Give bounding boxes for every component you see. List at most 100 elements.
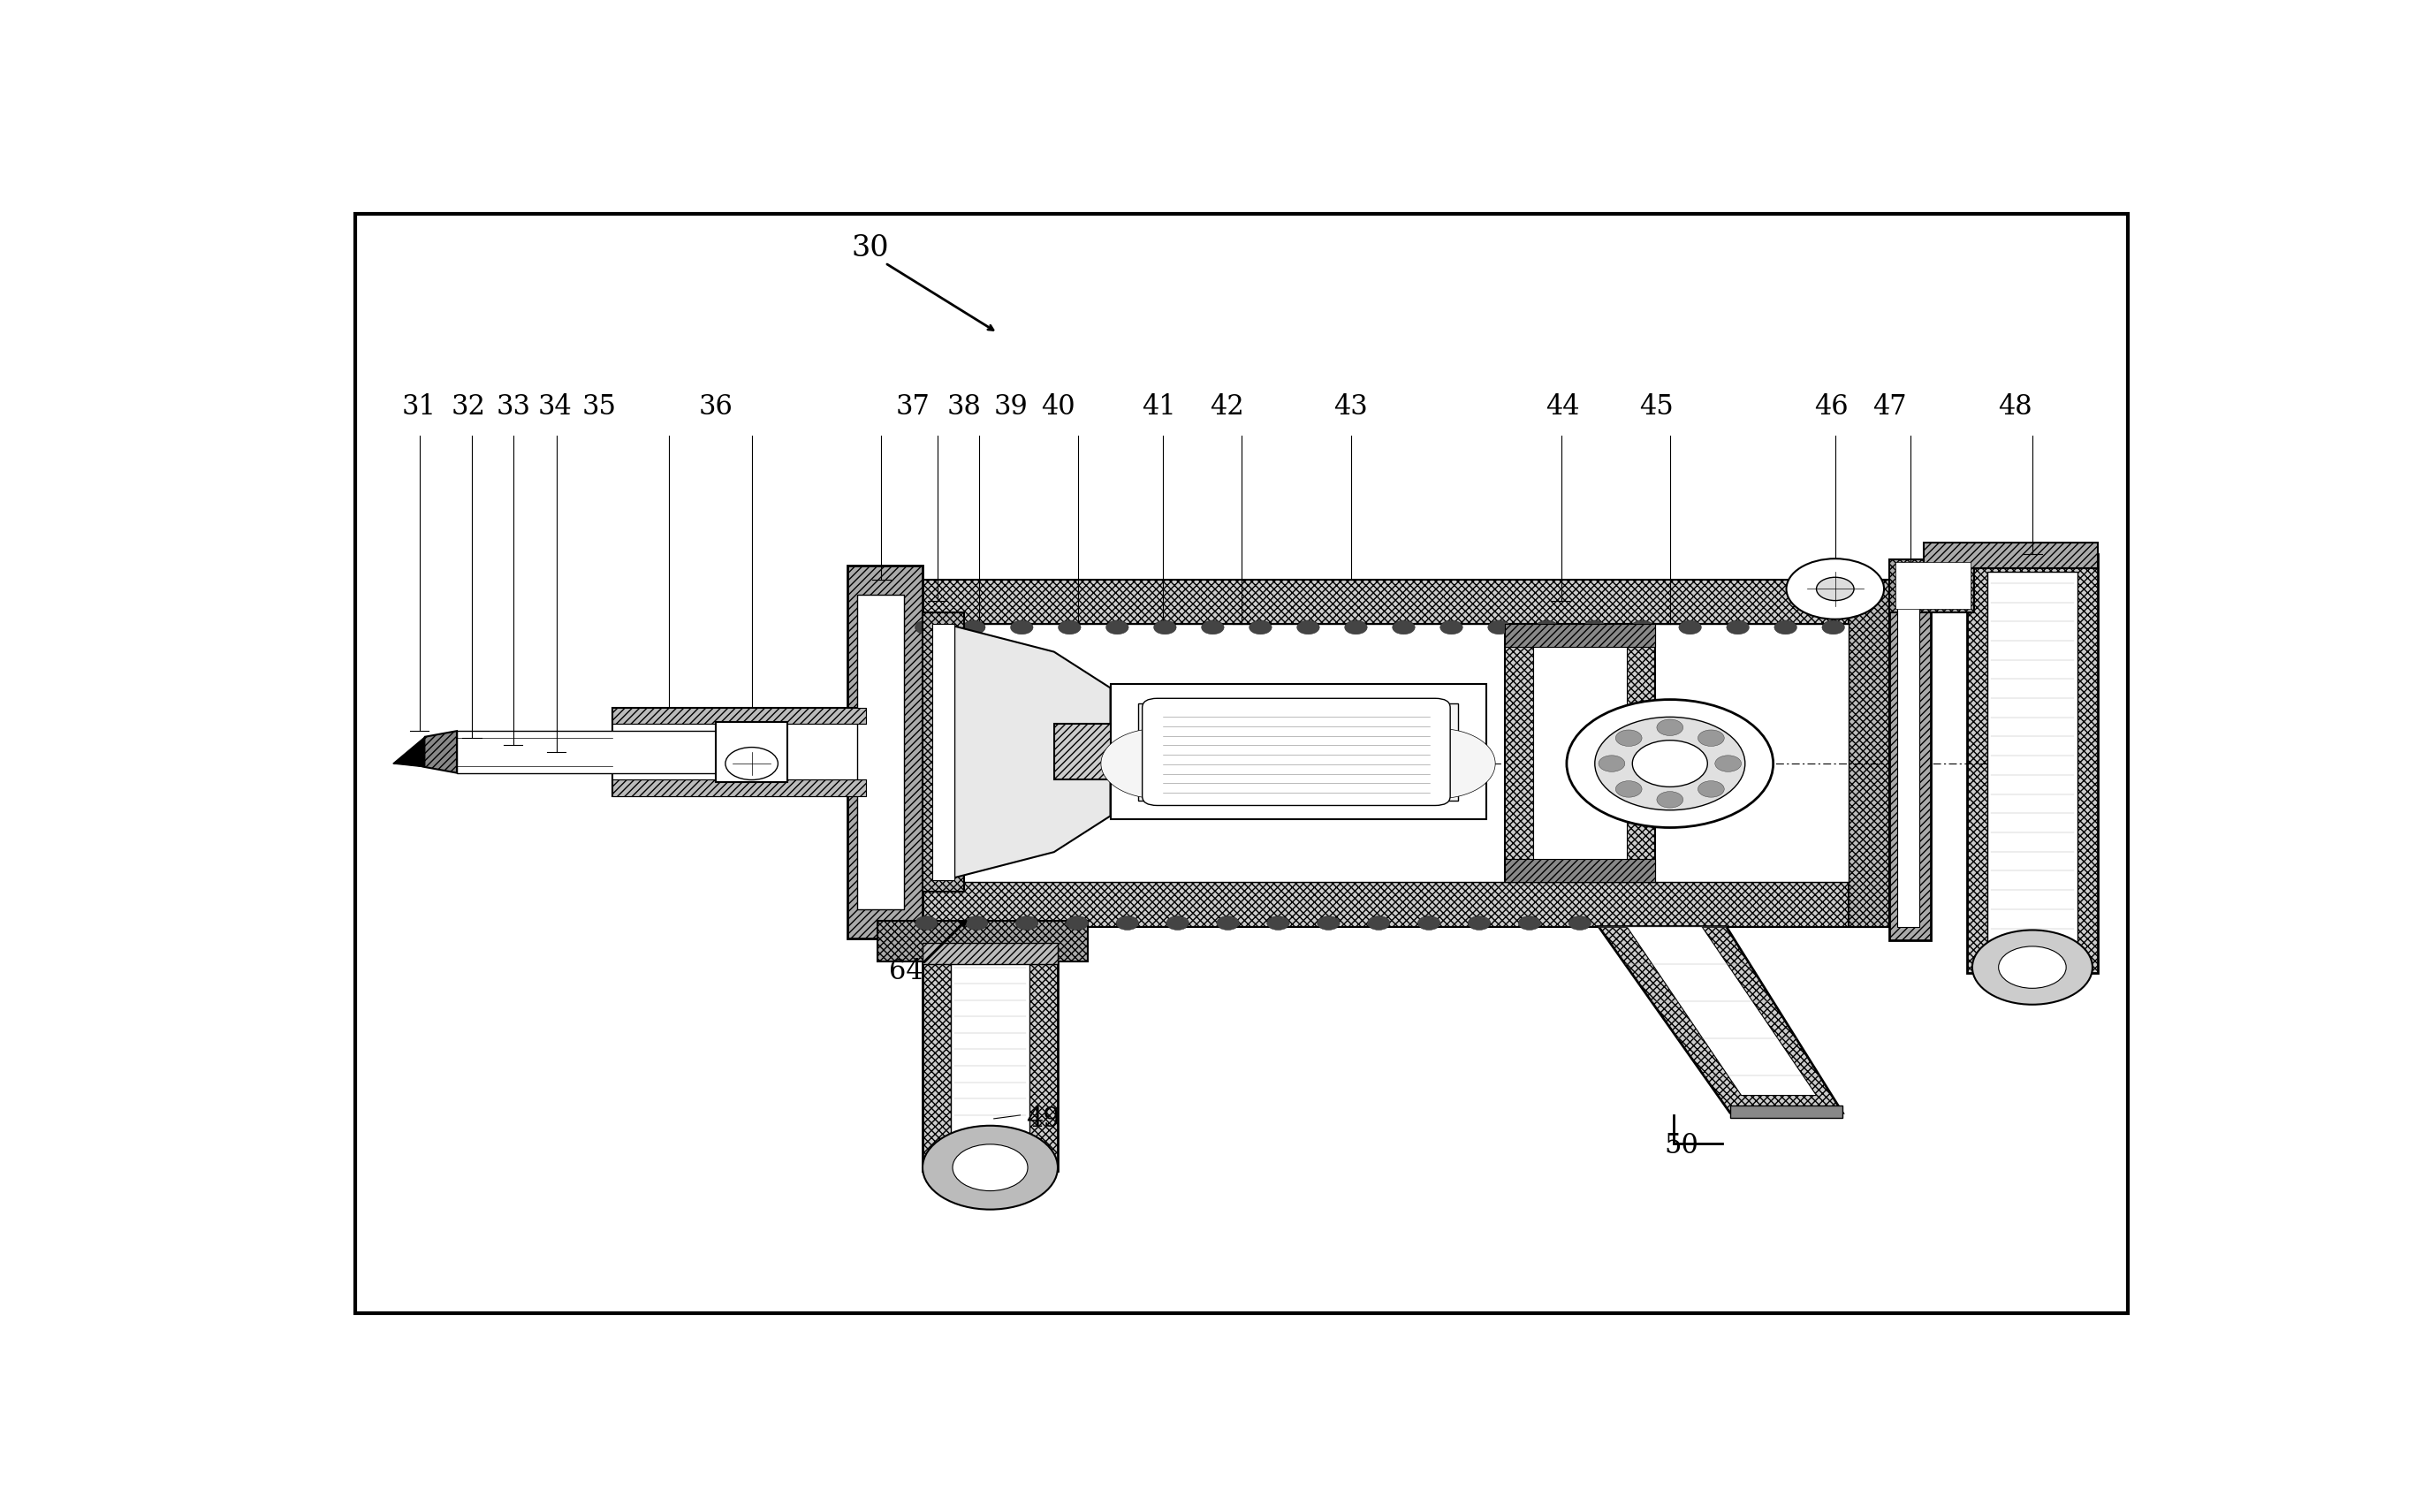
- Bar: [858, 594, 904, 909]
- Bar: [923, 943, 1059, 963]
- Bar: [1505, 624, 1655, 883]
- Bar: [933, 624, 955, 880]
- Text: 40: 40: [1042, 393, 1076, 420]
- Circle shape: [1066, 916, 1088, 930]
- Circle shape: [1488, 620, 1510, 635]
- Circle shape: [1367, 916, 1391, 930]
- Text: 37: 37: [897, 393, 930, 420]
- Circle shape: [916, 620, 938, 635]
- Text: 30: 30: [850, 234, 889, 262]
- Circle shape: [1999, 947, 2067, 989]
- Bar: [458, 730, 766, 773]
- Circle shape: [923, 1125, 1059, 1210]
- Circle shape: [1657, 791, 1684, 807]
- Text: 45: 45: [1640, 393, 1674, 420]
- Circle shape: [724, 747, 778, 780]
- Bar: [909, 624, 1849, 883]
- Circle shape: [1582, 620, 1606, 635]
- Bar: [1505, 859, 1655, 883]
- Circle shape: [1699, 780, 1725, 797]
- Circle shape: [1153, 620, 1175, 635]
- Circle shape: [1972, 930, 2093, 1004]
- Circle shape: [1010, 620, 1032, 635]
- Bar: [848, 565, 923, 937]
- Text: 64: 64: [889, 957, 923, 986]
- Bar: [1110, 685, 1485, 820]
- Text: 50: 50: [1665, 1132, 1699, 1160]
- Bar: [867, 883, 1890, 927]
- Text: 32: 32: [451, 393, 485, 420]
- Circle shape: [1633, 741, 1708, 786]
- Bar: [1890, 559, 1975, 612]
- Circle shape: [1679, 620, 1701, 635]
- Bar: [950, 962, 1030, 1154]
- Bar: [1054, 724, 1110, 780]
- Bar: [1967, 553, 2098, 974]
- Circle shape: [1631, 620, 1652, 635]
- Circle shape: [1105, 620, 1129, 635]
- Bar: [1895, 562, 1970, 609]
- Text: 34: 34: [538, 393, 572, 420]
- Circle shape: [1822, 620, 1844, 635]
- Circle shape: [1393, 620, 1415, 635]
- Bar: [1730, 1105, 1844, 1117]
- Circle shape: [1568, 916, 1592, 930]
- Bar: [1534, 638, 1626, 866]
- Bar: [613, 780, 867, 797]
- Circle shape: [1417, 916, 1439, 930]
- Circle shape: [1657, 720, 1684, 736]
- Text: 43: 43: [1333, 393, 1369, 420]
- Bar: [1505, 624, 1655, 647]
- Polygon shape: [412, 730, 458, 773]
- Bar: [717, 721, 787, 782]
- Circle shape: [1216, 916, 1238, 930]
- Circle shape: [1267, 916, 1289, 930]
- Bar: [867, 579, 1890, 624]
- Circle shape: [1059, 620, 1081, 635]
- Circle shape: [1384, 729, 1495, 798]
- Bar: [1987, 572, 2077, 956]
- Bar: [877, 921, 1088, 962]
- Bar: [867, 579, 909, 927]
- Polygon shape: [1626, 927, 1817, 1095]
- Bar: [1849, 579, 1890, 927]
- Text: 33: 33: [497, 393, 531, 420]
- Bar: [1924, 543, 2098, 569]
- Text: 38: 38: [947, 393, 981, 420]
- Circle shape: [1439, 620, 1463, 635]
- Circle shape: [1568, 700, 1774, 827]
- Text: 42: 42: [1209, 393, 1243, 420]
- Circle shape: [1100, 729, 1214, 798]
- Circle shape: [1345, 620, 1367, 635]
- Circle shape: [916, 916, 938, 930]
- Circle shape: [1468, 916, 1490, 930]
- Circle shape: [952, 1145, 1027, 1191]
- Circle shape: [1817, 578, 1854, 600]
- Text: 35: 35: [582, 393, 618, 420]
- Circle shape: [1715, 756, 1742, 771]
- Bar: [613, 708, 867, 724]
- Circle shape: [1250, 620, 1272, 635]
- Circle shape: [1015, 916, 1037, 930]
- Circle shape: [1774, 620, 1798, 635]
- Text: 49: 49: [1025, 1105, 1059, 1132]
- Circle shape: [1165, 916, 1190, 930]
- Text: 48: 48: [1999, 393, 2033, 420]
- Text: 46: 46: [1815, 393, 1849, 420]
- Polygon shape: [393, 736, 424, 767]
- Circle shape: [1536, 620, 1558, 635]
- Circle shape: [1616, 730, 1643, 747]
- Bar: [1139, 703, 1459, 801]
- Text: 44: 44: [1546, 393, 1580, 420]
- Bar: [1890, 564, 1931, 940]
- Circle shape: [1594, 717, 1745, 810]
- FancyBboxPatch shape: [1141, 699, 1451, 806]
- Circle shape: [964, 916, 989, 930]
- Circle shape: [1599, 756, 1626, 771]
- Circle shape: [1728, 620, 1749, 635]
- Circle shape: [1699, 730, 1725, 747]
- Text: 36: 36: [698, 393, 734, 420]
- Circle shape: [1296, 620, 1321, 635]
- Circle shape: [1318, 916, 1340, 930]
- Bar: [923, 956, 1059, 1170]
